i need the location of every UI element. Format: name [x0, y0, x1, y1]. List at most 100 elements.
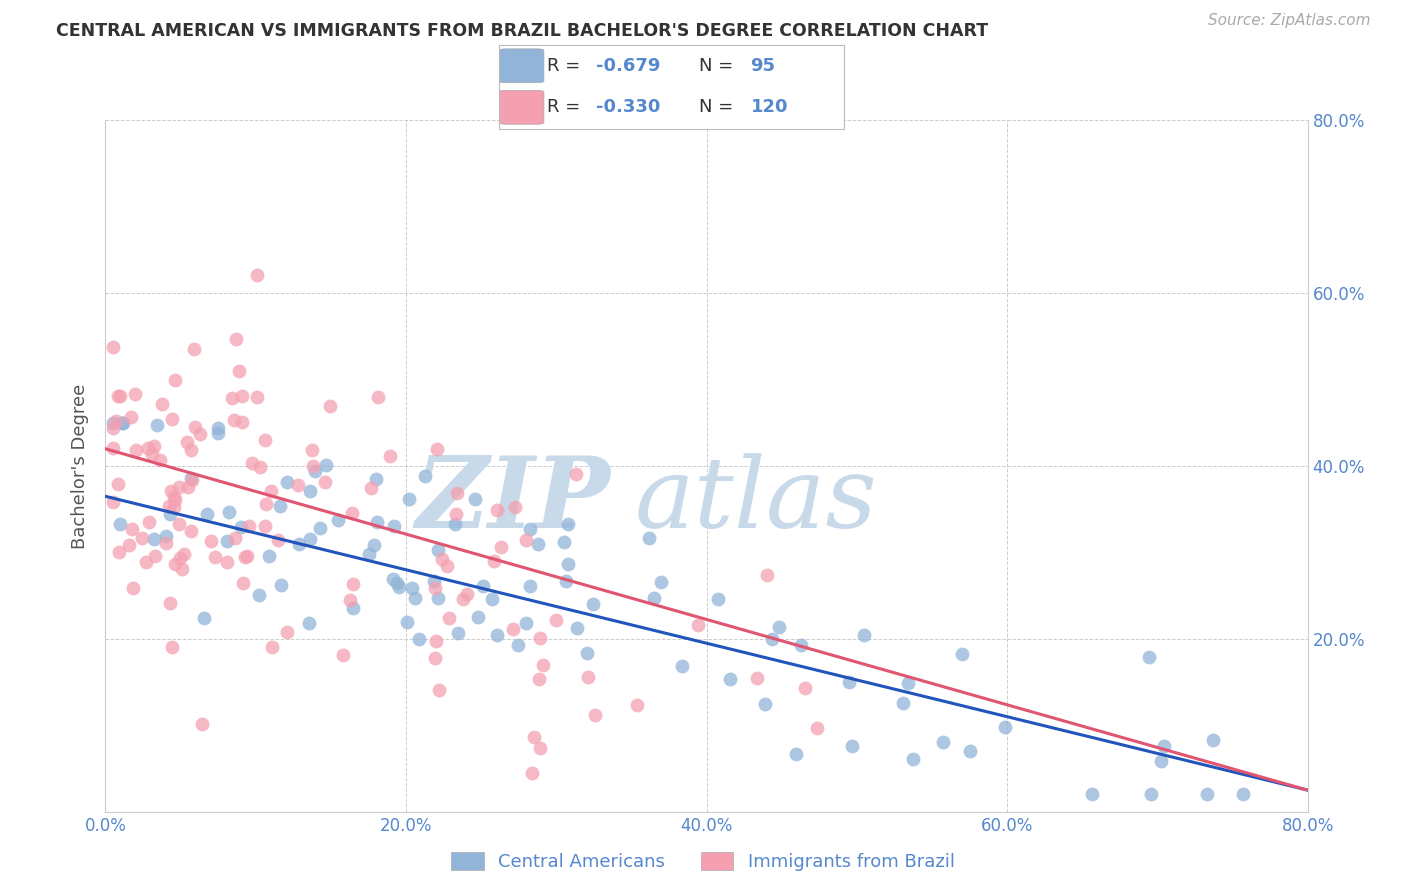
Point: [342, 601, 364, 615]
Point: [1140, 788, 1163, 802]
Point: [314, 475, 336, 490]
Point: [108, 544, 131, 558]
Point: [231, 389, 253, 403]
Point: [236, 549, 259, 563]
FancyBboxPatch shape: [499, 90, 544, 124]
Point: [464, 491, 486, 506]
Point: [193, 611, 215, 625]
Point: [269, 500, 291, 514]
Point: [157, 499, 180, 513]
Point: [240, 456, 263, 470]
Point: [718, 672, 741, 686]
Point: [891, 696, 914, 710]
Point: [217, 555, 239, 569]
Point: [169, 550, 191, 565]
Point: [437, 611, 460, 625]
Point: [413, 469, 436, 483]
Point: [204, 549, 226, 564]
Point: [180, 473, 202, 487]
Point: [315, 458, 337, 472]
Point: [451, 592, 474, 607]
Point: [529, 741, 551, 756]
Point: [546, 613, 568, 627]
Point: [101, 442, 124, 456]
Point: [260, 484, 283, 499]
Point: [395, 615, 418, 629]
Point: [903, 751, 925, 765]
Point: [228, 364, 250, 378]
Point: [446, 486, 468, 500]
Point: [260, 640, 283, 654]
Point: [367, 390, 389, 404]
Point: [270, 577, 292, 591]
Point: [481, 591, 503, 606]
Point: [554, 574, 576, 589]
Point: [339, 593, 361, 607]
Point: [224, 531, 246, 545]
Point: [110, 516, 132, 531]
Point: [447, 626, 470, 640]
Point: [565, 467, 588, 481]
Text: atlas: atlas: [634, 453, 877, 549]
Point: [162, 500, 184, 514]
Point: [404, 591, 426, 605]
Point: [246, 390, 269, 404]
Point: [101, 340, 124, 354]
Point: [146, 417, 169, 432]
Point: [638, 532, 661, 546]
Point: [486, 628, 509, 642]
Point: [138, 515, 160, 529]
Point: [176, 434, 198, 449]
Point: [838, 674, 860, 689]
Point: [565, 621, 588, 635]
Point: [160, 412, 183, 426]
Point: [124, 387, 146, 401]
Point: [163, 490, 186, 504]
Point: [163, 373, 186, 387]
Point: [643, 591, 665, 605]
Point: [254, 497, 277, 511]
Text: ZIP: ZIP: [415, 452, 610, 549]
Point: [254, 434, 277, 448]
Point: [299, 533, 322, 547]
Point: [626, 698, 648, 712]
Point: [120, 409, 142, 424]
Point: [427, 683, 450, 698]
Point: [520, 766, 543, 780]
Point: [254, 519, 277, 533]
Point: [101, 416, 124, 430]
Point: [177, 480, 200, 494]
Point: [382, 573, 405, 587]
Point: [401, 582, 423, 596]
Text: 120: 120: [751, 98, 789, 116]
Point: [768, 619, 790, 633]
Point: [107, 476, 129, 491]
Point: [167, 516, 190, 531]
Point: [121, 522, 143, 536]
Point: [142, 439, 165, 453]
Point: [1195, 787, 1218, 801]
Point: [357, 547, 380, 561]
Point: [108, 389, 131, 403]
Point: [467, 609, 489, 624]
Point: [160, 484, 183, 499]
Point: [247, 588, 270, 602]
Text: R =: R =: [547, 98, 586, 116]
Point: [101, 494, 124, 508]
Point: [426, 442, 449, 456]
Point: [332, 648, 354, 662]
Text: N =: N =: [699, 98, 740, 116]
Point: [519, 522, 541, 536]
Point: [706, 592, 728, 607]
Point: [180, 471, 202, 485]
Point: [388, 580, 411, 594]
Point: [688, 618, 710, 632]
Point: [111, 416, 134, 430]
Point: [959, 744, 981, 758]
Point: [385, 576, 408, 591]
FancyBboxPatch shape: [499, 49, 544, 83]
Point: [1081, 788, 1104, 802]
Point: [408, 632, 430, 646]
Point: [326, 513, 349, 527]
Point: [195, 507, 218, 521]
